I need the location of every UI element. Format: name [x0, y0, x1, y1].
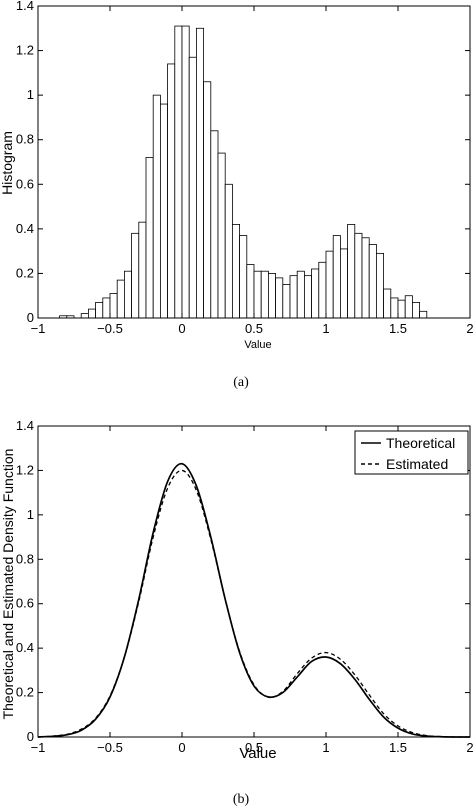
histogram-bar: [411, 301, 420, 319]
histogram-bar: [368, 244, 377, 319]
histogram-x-tick-label: 2: [466, 321, 473, 336]
histogram-x-tick-label: −1: [31, 321, 46, 336]
histogram-y-tick-label: 0.4: [16, 221, 34, 236]
legend: Theoretical Estimated: [354, 430, 469, 475]
histogram-x-tick-label: −0.5: [97, 321, 123, 336]
histogram-bar: [318, 261, 327, 319]
histogram-x-tick-label: 1: [322, 321, 329, 336]
histogram-y-tick-label: 0.8: [16, 132, 34, 147]
histogram-x-tick-label: 0.5: [245, 321, 263, 336]
histogram-bar: [239, 235, 248, 319]
histogram-y-tick-label: 1.4: [16, 0, 34, 13]
histogram-bar: [124, 270, 133, 319]
caption-a: (a): [233, 375, 249, 390]
legend-label-estimated: Estimated: [386, 456, 448, 472]
histogram-bar: [88, 308, 97, 319]
histogram-x-axis-label: Value: [244, 339, 271, 351]
histogram-bar: [145, 157, 154, 319]
histogram-bar: [174, 25, 183, 319]
histogram-bar: [339, 248, 348, 319]
histogram-bar: [167, 63, 176, 319]
histogram-bars: [59, 25, 428, 319]
histogram-bar: [210, 130, 219, 319]
density-x-tick-label: −0.5: [97, 740, 123, 755]
histogram-bar: [347, 223, 356, 319]
histogram-bar: [181, 25, 190, 319]
histogram-y-axis-label: Histogram: [0, 131, 15, 195]
histogram-bar: [296, 270, 305, 319]
density-x-tick-label: −1: [31, 740, 46, 755]
histogram-bar: [109, 293, 118, 319]
histogram-bar: [390, 297, 399, 319]
histogram-bar: [224, 183, 233, 319]
histogram-bar: [275, 277, 284, 319]
histogram-bar: [246, 264, 255, 319]
legend-box: [354, 430, 469, 475]
histogram-x-tick-label: 1.5: [389, 321, 407, 336]
histogram-y-tick-label: 0.6: [16, 176, 34, 191]
histogram-bar: [325, 250, 334, 319]
histogram-bar: [332, 235, 341, 319]
histogram-bar: [131, 232, 140, 319]
histogram-ticks: −1 −0.5 0 0.5 1 1.5 2 0 0.2 0.4 0.6 0.8 1 1.2 1.4: [16, 0, 474, 336]
histogram-bar: [303, 275, 312, 319]
histogram-bar: [217, 152, 226, 319]
histogram-bar: [282, 284, 291, 319]
histogram-bar: [138, 221, 147, 319]
histogram-y-tick-label: 0.2: [16, 265, 34, 280]
density-y-tick-label: 0.6: [16, 596, 34, 611]
histogram-x-tick-label: 0: [178, 321, 185, 336]
density-y-tick-label: 1: [27, 507, 34, 522]
density-y-axis-label: Theoretical and Estimated Density Functi…: [0, 449, 16, 720]
density-y-tick-label: 1.2: [16, 462, 34, 477]
density-y-tick-label: 1.4: [16, 418, 34, 433]
histogram-y-tick-label: 1.2: [16, 43, 34, 58]
density-ticks: −1 −0.5 0 0.5 1 1.5 2 0 0.2 0.4 0.6 0.8 1 1.2 1.4: [16, 418, 474, 755]
density-lines: [37, 462, 471, 738]
histogram-bar: [152, 94, 161, 319]
histogram-bar: [397, 299, 406, 319]
histogram-bar: [361, 237, 370, 319]
density-x-tick-label: 2: [466, 740, 473, 755]
histogram-bar: [383, 288, 392, 319]
density-panel: −1 −0.5 0 0.5 1 1.5 2 0 0.2 0.4 0.6 0.8 1 1.2 1.4 Valu…: [0, 418, 474, 807]
histogram-bar: [95, 301, 104, 319]
histogram-bar: [102, 297, 111, 319]
density-y-tick-label: 0.2: [16, 685, 34, 700]
density-x-tick-label: 0: [178, 740, 185, 755]
histogram-bar: [159, 103, 168, 319]
density-y-tick-label: 0.4: [16, 640, 34, 655]
caption-b: (b): [233, 792, 250, 807]
density-y-tick-label: 0.8: [16, 551, 34, 566]
histogram-bar: [203, 81, 212, 319]
histogram-bar: [195, 27, 204, 319]
histogram-bar: [419, 310, 428, 319]
density-x-tick-label: 1.5: [389, 740, 407, 755]
density-y-tick-label: 0: [27, 729, 34, 744]
histogram-bar: [80, 313, 89, 319]
series-line-theoretical: [37, 462, 471, 738]
density-x-tick-label: 0.5: [245, 740, 263, 755]
histogram-y-tick-label: 0: [27, 310, 34, 325]
legend-label-theoretical: Theoretical: [386, 435, 455, 451]
histogram-bar: [404, 295, 413, 319]
histogram-bar: [289, 275, 298, 319]
density-x-tick-label: 1: [322, 740, 329, 755]
histogram-bar: [311, 268, 320, 319]
histogram-y-tick-label: 1: [27, 87, 34, 102]
histogram-bar: [267, 273, 276, 319]
histogram-panel: −1 −0.5 0 0.5 1 1.5 2 0 0.2 0.4 0.6 0.8 1 1.2 1.4 Valu…: [0, 0, 474, 390]
histogram-bar: [354, 232, 363, 319]
histogram-bar: [188, 56, 197, 319]
histogram-bar: [375, 252, 384, 319]
histogram-bar: [116, 279, 125, 319]
density-x-axis-label: Value: [239, 745, 276, 762]
series-line-estimated: [37, 469, 471, 738]
histogram-bar: [231, 223, 240, 319]
histogram-bar: [260, 270, 269, 319]
histogram-bar: [253, 270, 262, 319]
